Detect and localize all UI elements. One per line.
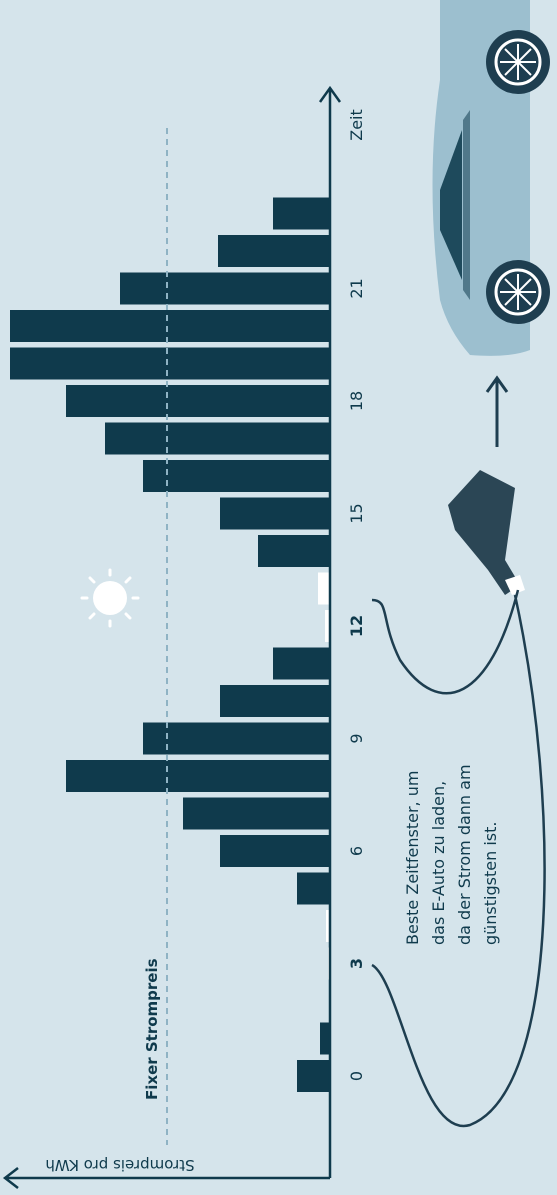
- annotation: Beste Zeitfenster, um: [403, 771, 422, 945]
- bar: [220, 498, 330, 530]
- x-tick-label: 0: [347, 1071, 366, 1081]
- x-tick-label: 18: [347, 391, 366, 411]
- bar: [120, 273, 330, 305]
- bar: [10, 310, 330, 342]
- plot: [10, 198, 330, 1093]
- bar: [297, 1060, 330, 1092]
- bar: [10, 348, 330, 380]
- y-axis-label: Strompreis pro KWh: [45, 1156, 194, 1174]
- chart: Zeit Strompreis pro KWh 0 3 6 9 12 15 18 21 Fixe…: [0, 0, 557, 1195]
- sun: [82, 570, 138, 626]
- x-axis-label: Zeit: [347, 109, 366, 141]
- bar: [143, 723, 330, 755]
- bar: [66, 385, 330, 417]
- bar: [318, 573, 330, 605]
- bar: [218, 235, 330, 267]
- annotation: günstigsten ist.: [481, 822, 500, 945]
- bar: [273, 198, 330, 230]
- reference-label: Fixer Strompreis: [143, 958, 161, 1100]
- x-tick-label: 21: [347, 278, 366, 298]
- bar: [105, 423, 330, 455]
- annotation: das E-Auto zu laden,: [429, 781, 448, 945]
- plug: [448, 470, 525, 595]
- bar: [297, 873, 330, 905]
- x-tick-label: 9: [347, 733, 366, 743]
- charge-arrow: [487, 378, 507, 447]
- x-tick-label: 3: [347, 958, 366, 969]
- bar: [220, 835, 330, 867]
- bar: [258, 535, 330, 567]
- bar: [320, 1023, 330, 1055]
- x-tick-label: 15: [347, 503, 366, 523]
- x-tick-label: 6: [347, 846, 366, 856]
- bar: [66, 760, 330, 792]
- annotation: da der Strom dann am: [455, 764, 474, 945]
- car: [433, 0, 551, 356]
- bar: [183, 798, 330, 830]
- bar: [273, 648, 330, 680]
- x-tick-label: 12: [347, 615, 366, 637]
- bar: [220, 685, 330, 717]
- bar: [143, 460, 330, 492]
